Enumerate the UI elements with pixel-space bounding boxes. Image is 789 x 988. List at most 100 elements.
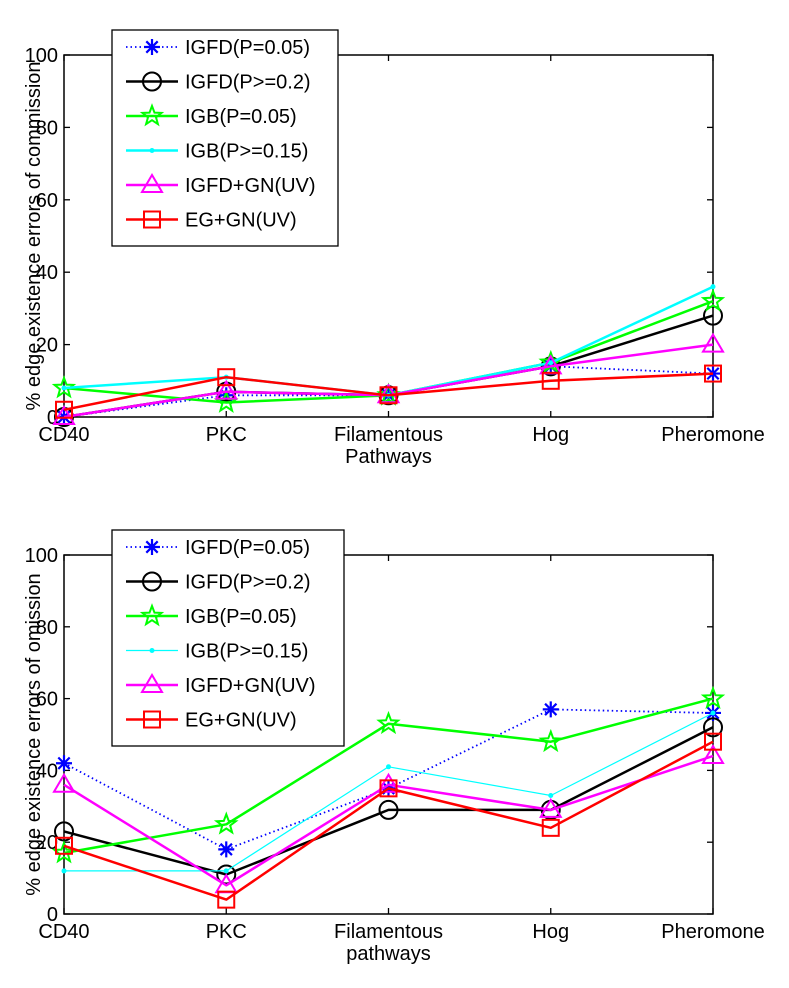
data-point bbox=[703, 305, 723, 326]
data-point bbox=[213, 811, 239, 835]
legend-marker bbox=[144, 39, 160, 55]
x-tick-label: Filamentous bbox=[334, 424, 443, 446]
series-line bbox=[63, 754, 714, 887]
series-5 bbox=[52, 332, 725, 425]
data-point bbox=[700, 288, 726, 312]
y-tick-label: 40 bbox=[36, 262, 58, 284]
data-point bbox=[379, 386, 398, 405]
x-tick-label: Pathways bbox=[345, 446, 432, 468]
series-2 bbox=[54, 717, 723, 885]
legend-label: IGB(P=0.05) bbox=[185, 606, 297, 628]
data-point bbox=[52, 405, 76, 425]
series-line bbox=[63, 697, 714, 855]
data-point bbox=[541, 371, 560, 390]
data-point bbox=[376, 772, 401, 793]
x-tick-label: Filamentous bbox=[334, 921, 443, 943]
data-point bbox=[52, 772, 76, 793]
legend-label: IGFD+GN(UV) bbox=[185, 175, 316, 197]
series-line bbox=[63, 726, 714, 876]
data-point bbox=[55, 836, 73, 855]
series-line bbox=[63, 740, 714, 901]
legend-marker bbox=[144, 539, 160, 555]
y-tick-label: 0 bbox=[47, 904, 58, 926]
data-point bbox=[61, 385, 67, 391]
y-tick-label: 100 bbox=[25, 545, 58, 567]
data-point bbox=[704, 364, 722, 383]
data-point bbox=[703, 717, 723, 738]
series-6 bbox=[55, 364, 722, 419]
legend-marker bbox=[139, 103, 165, 127]
legend-marker bbox=[142, 71, 162, 92]
legend-marker bbox=[140, 673, 164, 693]
legend-label: IGFD(P>=0.2) bbox=[185, 572, 311, 594]
data-point bbox=[217, 890, 236, 909]
y-tick-label: 60 bbox=[36, 689, 58, 711]
data-point bbox=[710, 284, 716, 290]
legend-marker bbox=[142, 571, 162, 592]
x-tick-label: Pheromone bbox=[661, 921, 764, 943]
data-point bbox=[700, 685, 726, 710]
data-point bbox=[376, 710, 401, 735]
legend-label: EG+GN(UV) bbox=[185, 210, 297, 232]
legend-label: IGB(P>=0.15) bbox=[185, 141, 308, 163]
data-point bbox=[223, 868, 229, 874]
data-point bbox=[541, 818, 560, 837]
legend-box bbox=[111, 29, 339, 247]
data-point bbox=[548, 793, 554, 799]
data-point bbox=[218, 841, 235, 858]
data-point bbox=[55, 400, 73, 419]
series-4 bbox=[61, 710, 716, 874]
legend-label: IGB(P>=0.15) bbox=[185, 641, 308, 663]
y-tick-label: 80 bbox=[36, 117, 58, 139]
data-point bbox=[701, 332, 725, 353]
x-tick-label: pathways bbox=[346, 943, 431, 965]
y-axis-label: % edge existence errors of commission bbox=[23, 61, 45, 410]
data-point bbox=[386, 764, 391, 770]
x-tick-label: Hog bbox=[532, 921, 569, 943]
series-line bbox=[63, 365, 714, 418]
data-point bbox=[61, 868, 67, 874]
series-4 bbox=[61, 284, 716, 398]
y-axis-label: % edge existence errors of omission bbox=[23, 573, 45, 895]
legend-label: IGFD(P=0.05) bbox=[185, 37, 310, 59]
data-point bbox=[217, 368, 236, 387]
legend-marker bbox=[149, 148, 155, 153]
data-point bbox=[701, 744, 725, 765]
y-tick-label: 20 bbox=[36, 335, 58, 357]
data-point bbox=[378, 799, 399, 820]
x-tick-label: PKC bbox=[206, 921, 247, 943]
series-2 bbox=[54, 305, 723, 427]
series-6 bbox=[55, 732, 722, 909]
legend-label: IGFD(P=0.05) bbox=[185, 537, 310, 559]
legend: IGFD(P=0.05) IGFD(P>=0.2) IGB(P=0.05) IGB(P… bbox=[111, 29, 339, 247]
x-tick-label: CD40 bbox=[38, 921, 89, 943]
data-point bbox=[216, 864, 237, 885]
y-tick-label: 40 bbox=[36, 760, 58, 782]
legend-label: IGFD(P>=0.2) bbox=[185, 72, 311, 94]
legend-marker bbox=[140, 173, 164, 193]
data-point bbox=[704, 732, 722, 751]
x-tick-label: PKC bbox=[206, 424, 247, 446]
legend-marker bbox=[139, 603, 165, 627]
y-tick-label: 100 bbox=[25, 45, 58, 67]
y-tick-label: 20 bbox=[36, 832, 58, 854]
data-point bbox=[379, 779, 398, 798]
data-point bbox=[56, 755, 72, 772]
x-tick-label: CD40 bbox=[38, 424, 89, 446]
data-point bbox=[51, 375, 77, 399]
legend-marker bbox=[143, 210, 161, 229]
data-point bbox=[538, 728, 564, 753]
legend-box bbox=[111, 529, 345, 747]
y-tick-label: 0 bbox=[47, 407, 58, 429]
legend: IGFD(P=0.05) IGFD(P>=0.2) IGB(P=0.05) IGB(P… bbox=[111, 529, 345, 747]
data-point bbox=[214, 379, 238, 400]
legend-marker bbox=[149, 648, 155, 653]
data-point bbox=[548, 360, 554, 366]
x-tick-label: Pheromone bbox=[661, 424, 764, 446]
y-tick-label: 80 bbox=[36, 617, 58, 639]
legend-label: EG+GN(UV) bbox=[185, 710, 297, 732]
legend-label: IGB(P=0.05) bbox=[185, 106, 297, 128]
